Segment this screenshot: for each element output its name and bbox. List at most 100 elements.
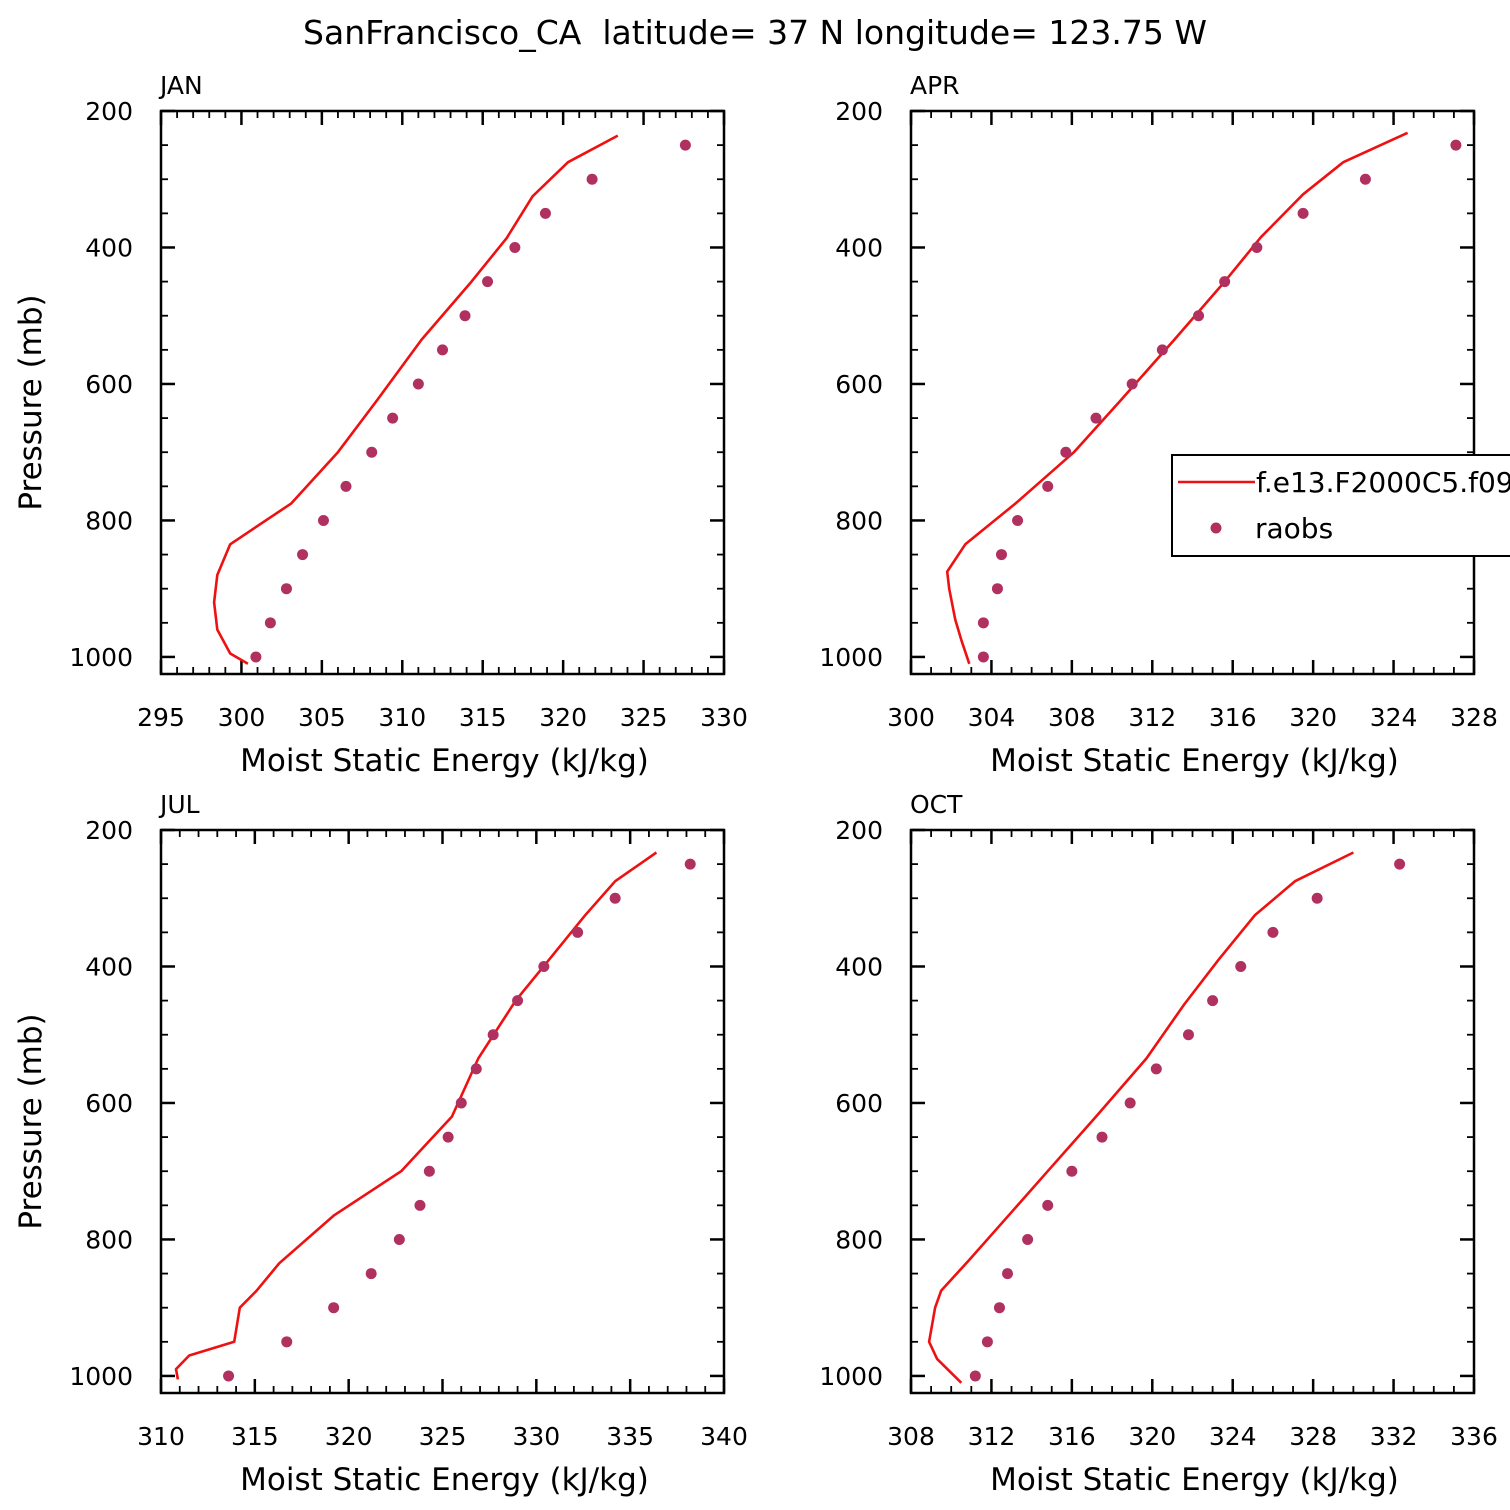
- y-tick-label: 600: [85, 370, 133, 399]
- axis-ticks-jan: [159, 109, 726, 674]
- obs-points-apr: [977, 139, 1462, 663]
- obs-point: [1297, 207, 1309, 219]
- x-tick-label: 324: [1370, 703, 1418, 732]
- obs-point: [487, 1029, 499, 1041]
- x-tick-label: 325: [620, 703, 668, 732]
- obs-point: [538, 960, 550, 972]
- x-tick-label: 320: [1289, 703, 1337, 732]
- y-tick-label: 1000: [819, 643, 883, 672]
- obs-point: [981, 1336, 993, 1348]
- panel-oct: 308 312 316 320 324 328 332 336 200 400 600 800 1000…: [819, 790, 1497, 1498]
- obs-point: [1207, 995, 1219, 1007]
- obs-point: [1394, 858, 1406, 870]
- x-tick-label: 320: [539, 703, 587, 732]
- x-tick-label: 330: [512, 1422, 560, 1451]
- legend-box: [1171, 454, 1510, 557]
- x-tick-label: 312: [968, 1422, 1016, 1451]
- y-tick-label: 800: [835, 1225, 883, 1254]
- obs-point: [264, 617, 276, 629]
- x-tick-label: 320: [1128, 1422, 1176, 1451]
- x-tick-label: 310: [137, 1422, 185, 1451]
- obs-point: [366, 446, 378, 458]
- obs-point: [586, 173, 598, 185]
- obs-point: [1193, 310, 1205, 322]
- obs-point: [512, 995, 524, 1007]
- obs-point: [684, 858, 696, 870]
- panel-label: APR: [910, 71, 960, 100]
- x-tick-label: 340: [700, 1422, 748, 1451]
- obs-point: [977, 617, 989, 629]
- y-tick-label: 800: [85, 1225, 133, 1254]
- x-tick-label: 328: [1450, 703, 1498, 732]
- obs-point: [1251, 241, 1263, 253]
- obs-point: [969, 1370, 981, 1382]
- plot-frame-jul: [159, 828, 726, 1395]
- y-tick-label: 400: [835, 952, 883, 981]
- x-tick-label: 330: [700, 703, 748, 732]
- x-tick-label: 312: [1128, 703, 1176, 732]
- obs-point: [1090, 412, 1102, 424]
- x-tick-label: 300: [218, 703, 266, 732]
- obs-point: [1012, 514, 1024, 526]
- obs-point: [1267, 926, 1279, 938]
- obs-point: [281, 1336, 293, 1348]
- panel-jul: 310 315 320 325 330 335 340 200 400 600 800 1000 Moi…: [13, 790, 748, 1498]
- obs-point: [412, 378, 424, 390]
- y-tick-label: 1000: [819, 1362, 883, 1391]
- legend-model-label: f.e13.F2000C5.f09: [1256, 466, 1510, 499]
- obs-point: [993, 1302, 1005, 1314]
- y-tick-label: 200: [835, 97, 883, 126]
- x-tick-label: 320: [325, 1422, 373, 1451]
- legend-obs-marker: [1210, 522, 1222, 534]
- legend-obs-label: raobs: [1255, 512, 1333, 545]
- panels: 295 300 305 310 315 320 325 330 200 400 600 800 1000…: [13, 71, 1498, 1498]
- y-tick-label: 600: [85, 1089, 133, 1118]
- obs-point: [572, 926, 584, 938]
- y-tick-label: 600: [835, 370, 883, 399]
- panel-label: OCT: [910, 790, 963, 819]
- axis-ticks-jul: [159, 828, 726, 1393]
- panel-apr: 300 304 308 312 316 320 324 328 200 400 600 800 1000…: [819, 71, 1497, 779]
- obs-point: [1022, 1233, 1034, 1245]
- y-tick-label: 400: [85, 952, 133, 981]
- y-tick-label: 1000: [69, 1362, 133, 1391]
- obs-point: [1042, 1199, 1054, 1211]
- obs-point: [1124, 1097, 1136, 1109]
- obs-point: [1311, 892, 1323, 904]
- obs-points-jan: [250, 139, 691, 663]
- y-tick-label: 1000: [69, 643, 133, 672]
- obs-point: [1450, 139, 1462, 151]
- x-tick-label: 332: [1370, 1422, 1418, 1451]
- obs-point: [250, 651, 262, 663]
- obs-point: [328, 1302, 340, 1314]
- obs-point: [317, 514, 329, 526]
- y-tick-label: 200: [85, 816, 133, 845]
- obs-point: [280, 583, 292, 595]
- x-tick-label: 328: [1289, 1422, 1337, 1451]
- model-profile-line-apr: [945, 131, 1409, 665]
- obs-point: [297, 549, 309, 561]
- x-tick-label: 316: [1048, 1422, 1096, 1451]
- y-tick-label: 200: [85, 97, 133, 126]
- axis-ticks-oct: [909, 828, 1476, 1393]
- obs-point: [223, 1370, 235, 1382]
- obs-point: [340, 480, 352, 492]
- obs-point: [470, 1063, 482, 1075]
- obs-point: [609, 892, 621, 904]
- model-profile-line-oct: [927, 851, 1354, 1384]
- obs-point: [1235, 960, 1247, 972]
- x-tick-label: 308: [887, 1422, 935, 1451]
- x-tick-label: 316: [1209, 703, 1257, 732]
- obs-point: [539, 207, 551, 219]
- x-axis-label: Moist Static Energy (kJ/kg): [990, 743, 1399, 779]
- obs-point: [1219, 276, 1231, 288]
- x-tick-label: 304: [968, 703, 1016, 732]
- obs-point: [1002, 1268, 1014, 1280]
- obs-point: [509, 241, 521, 253]
- y-tick-label: 200: [835, 816, 883, 845]
- y-tick-label: 600: [835, 1089, 883, 1118]
- x-axis-label: Moist Static Energy (kJ/kg): [990, 1462, 1399, 1498]
- x-axis-label: Moist Static Energy (kJ/kg): [240, 743, 649, 779]
- panel-jan: 295 300 305 310 315 320 325 330 200 400 600 800 1000…: [13, 71, 748, 779]
